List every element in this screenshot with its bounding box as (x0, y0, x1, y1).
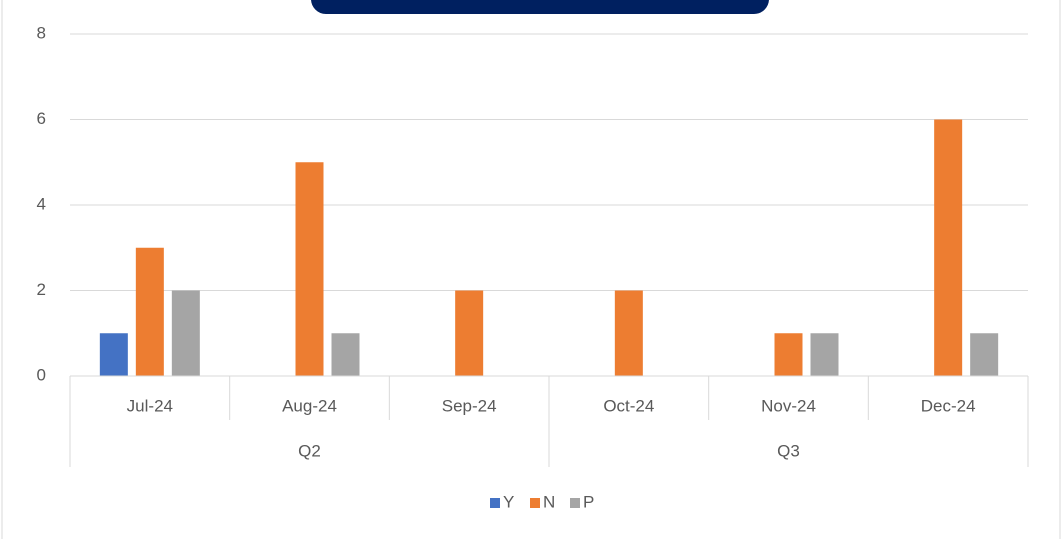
legend-label: P (583, 492, 594, 511)
y-tick-label: 8 (37, 23, 46, 42)
x-tick-label: Jul-24 (127, 396, 173, 415)
bar (135, 247, 164, 376)
bar (970, 333, 999, 376)
legend-swatch (490, 498, 500, 508)
x-tick-label: Dec-24 (921, 396, 976, 415)
bar (810, 333, 839, 376)
bar (614, 290, 643, 376)
x-tick-label: Nov-24 (761, 396, 816, 415)
bar (934, 119, 963, 376)
legend-label: N (543, 492, 555, 511)
group-label: Q3 (777, 441, 800, 460)
x-tick-label: Aug-24 (282, 396, 337, 415)
bar (99, 333, 128, 376)
legend-swatch (530, 498, 540, 508)
y-tick-label: 4 (37, 194, 46, 213)
x-tick-label: Oct-24 (603, 396, 654, 415)
x-tick-label: Sep-24 (442, 396, 497, 415)
bar (295, 162, 324, 376)
legend-label: Y (503, 492, 514, 511)
bar (774, 333, 803, 376)
y-tick-label: 2 (37, 280, 46, 299)
legend-swatch (570, 498, 580, 508)
y-tick-label: 6 (37, 109, 46, 128)
y-tick-label: 0 (37, 365, 46, 384)
title-box (309, 0, 771, 16)
group-label: Q2 (298, 441, 321, 460)
bar (331, 333, 360, 376)
bar (171, 290, 200, 376)
bar (455, 290, 484, 376)
